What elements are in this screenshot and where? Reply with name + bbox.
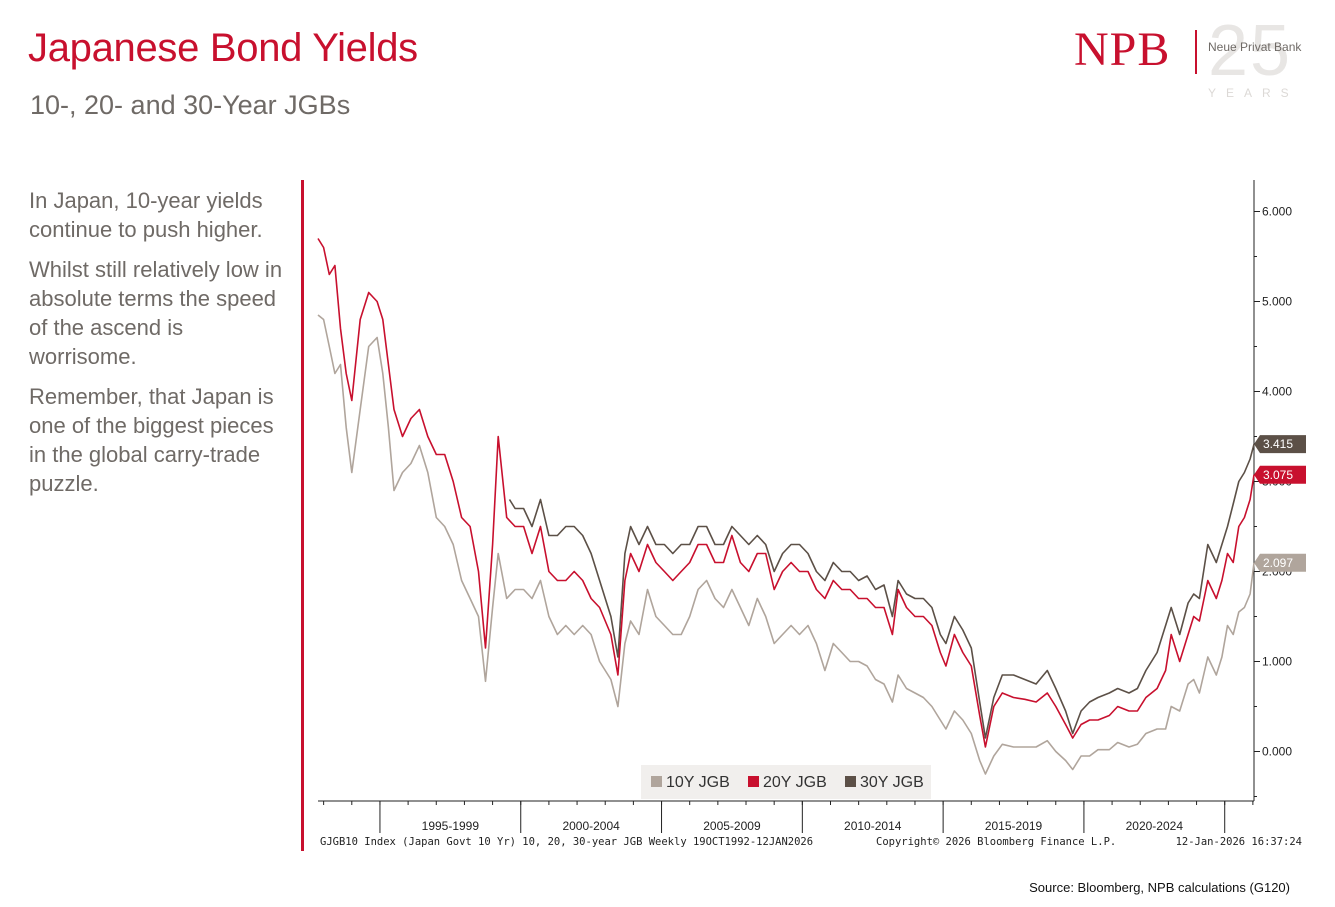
last-value-tag-y30: 3.415 [1254, 435, 1306, 454]
legend-swatch-y10 [651, 776, 662, 787]
legend-swatch-y30 [845, 776, 856, 787]
y-tick-label: 5.000 [1262, 295, 1292, 309]
x-period-label: 1995-1999 [422, 819, 480, 833]
last-value-tag-text: 2.097 [1263, 556, 1293, 570]
logo-bank-name: Neue Privat Bank [1208, 40, 1302, 54]
last-value-tag-shape [1254, 553, 1306, 572]
last-value-tag-y20: 3.075 [1254, 465, 1306, 484]
y-tick-label: 6.000 [1262, 205, 1292, 219]
last-value-tag-y10: 2.097 [1254, 553, 1306, 572]
x-period-label: 2010-2014 [844, 819, 902, 833]
accent-bar [301, 180, 304, 851]
commentary-paragraph: In Japan, 10-year yields continue to pus… [29, 188, 263, 242]
chart-footer: GJGB10 Index (Japan Govt 10 Yr) 10, 20, … [320, 836, 1302, 848]
series-line-y20 [317, 238, 1255, 748]
npb-logo: 25 NPB Neue Privat Bank YEARS [1074, 11, 1314, 102]
plot-frame [318, 180, 1255, 802]
last-value-tag-shape [1254, 435, 1306, 454]
x-axis: 1995-1999 2000-2004 2005-2009 2010-2014 2015… [323, 801, 1254, 833]
page-subtitle: 10-, 20- and 30-Year JGBs [30, 90, 351, 120]
commentary-paragraph: Remember, that Japan is one of the bigge… [29, 384, 274, 496]
series-line-y10 [317, 314, 1255, 775]
chart-legend: 10Y JGB 20Y JGB 30Y JGB [641, 765, 931, 799]
x-period-label: 2015-2019 [985, 819, 1043, 833]
logo-divider [1195, 30, 1197, 74]
series-layer [317, 238, 1255, 775]
legend-background [641, 765, 931, 799]
last-value-tag-text: 3.075 [1263, 468, 1293, 482]
commentary-paragraph: Whilst still relatively low in absolute … [29, 257, 283, 369]
series-line-y30 [508, 443, 1255, 739]
y-tick-label: 1.000 [1262, 655, 1292, 669]
commentary: In Japan, 10-year yields continue to pus… [29, 186, 289, 509]
footer-timestamp-text: 12-Jan-2026 16:37:24 [1176, 836, 1302, 848]
y-tick-label: 4.000 [1262, 385, 1292, 399]
x-period-label: 2005-2009 [703, 819, 761, 833]
source-note: Source: Bloomberg, NPB calculations (G12… [1029, 880, 1290, 895]
legend-label-y20: 20Y JGB [763, 774, 827, 791]
x-period-label: 2020-2024 [1126, 819, 1184, 833]
logo-wordmark: NPB [1074, 23, 1171, 76]
legend-swatch-y20 [748, 776, 759, 787]
y-tick-label: 0.000 [1262, 745, 1292, 759]
page-title: Japanese Bond Yields [28, 26, 418, 70]
footer-copyright-text: Copyright© 2026 Bloomberg Finance L.P. [876, 836, 1116, 848]
footer-index-text: GJGB10 Index (Japan Govt 10 Yr) 10, 20, … [320, 836, 813, 848]
legend-label-y30: 30Y JGB [860, 774, 924, 791]
last-value-labels: 2.097 3.075 3.415 [1254, 435, 1306, 572]
last-value-tag-text: 3.415 [1263, 437, 1293, 451]
last-value-tag-shape [1254, 465, 1306, 484]
x-period-label: 2000-2004 [562, 819, 620, 833]
logo-years-label: YEARS [1208, 86, 1299, 100]
legend-label-y10: 10Y JGB [666, 774, 730, 791]
